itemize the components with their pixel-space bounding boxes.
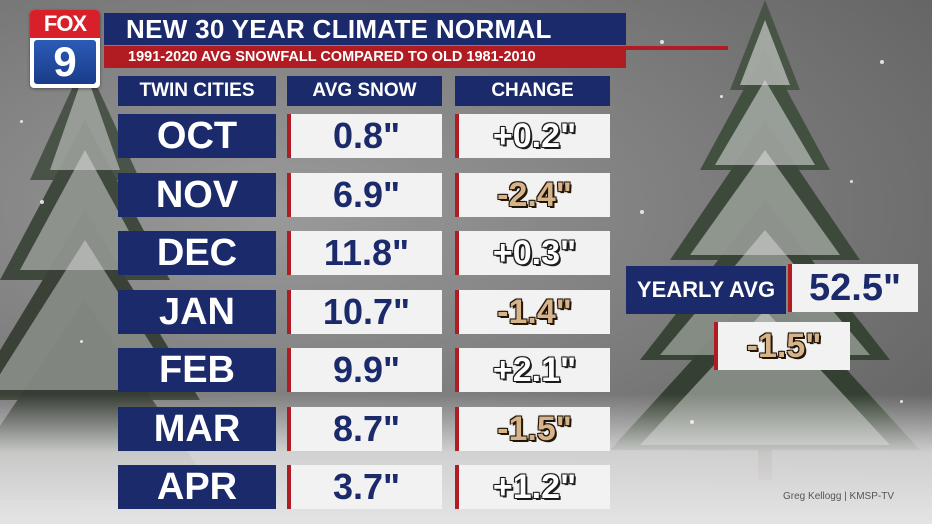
- row-avg-snow: 8.7": [287, 407, 442, 451]
- row-month: DEC: [118, 231, 276, 275]
- logo-fox-text: FOX: [30, 10, 100, 38]
- row-month: OCT: [118, 114, 276, 158]
- row-month: FEB: [118, 348, 276, 392]
- row-avg-snow: 11.8": [287, 231, 442, 275]
- column-header-location: TWIN CITIES: [118, 76, 276, 106]
- row-change: +0.2": [455, 114, 610, 158]
- row-change: +0.3": [455, 231, 610, 275]
- page-subtitle: 1991-2020 AVG SNOWFALL COMPARED TO OLD 1…: [104, 46, 626, 68]
- fox9-logo: FOX 9: [30, 10, 100, 88]
- row-avg-snow: 3.7": [287, 465, 442, 509]
- column-header-change: CHANGE: [455, 76, 610, 106]
- row-month: MAR: [118, 407, 276, 451]
- row-change: -2.4": [455, 173, 610, 217]
- logo-nine-text: 9: [34, 40, 96, 84]
- yearly-avg-label: YEARLY AVG: [626, 266, 786, 314]
- column-header-avg-snow: AVG SNOW: [287, 76, 442, 106]
- row-change: +2.1": [455, 348, 610, 392]
- row-avg-snow: 6.9": [287, 173, 442, 217]
- row-change: -1.5": [455, 407, 610, 451]
- row-avg-snow: 9.9": [287, 348, 442, 392]
- row-avg-snow: 0.8": [287, 114, 442, 158]
- yearly-avg-value: 52.5": [788, 264, 918, 312]
- row-change: -1.4": [455, 290, 610, 334]
- row-month: APR: [118, 465, 276, 509]
- row-month: NOV: [118, 173, 276, 217]
- yearly-avg-change: -1.5": [714, 322, 850, 370]
- row-avg-snow: 10.7": [287, 290, 442, 334]
- page-title: NEW 30 YEAR CLIMATE NORMAL: [104, 13, 626, 45]
- subtitle-accent-line: [626, 46, 728, 50]
- row-change: +1.2": [455, 465, 610, 509]
- photo-credit: Greg Kellogg | KMSP-TV: [783, 491, 894, 502]
- row-month: JAN: [118, 290, 276, 334]
